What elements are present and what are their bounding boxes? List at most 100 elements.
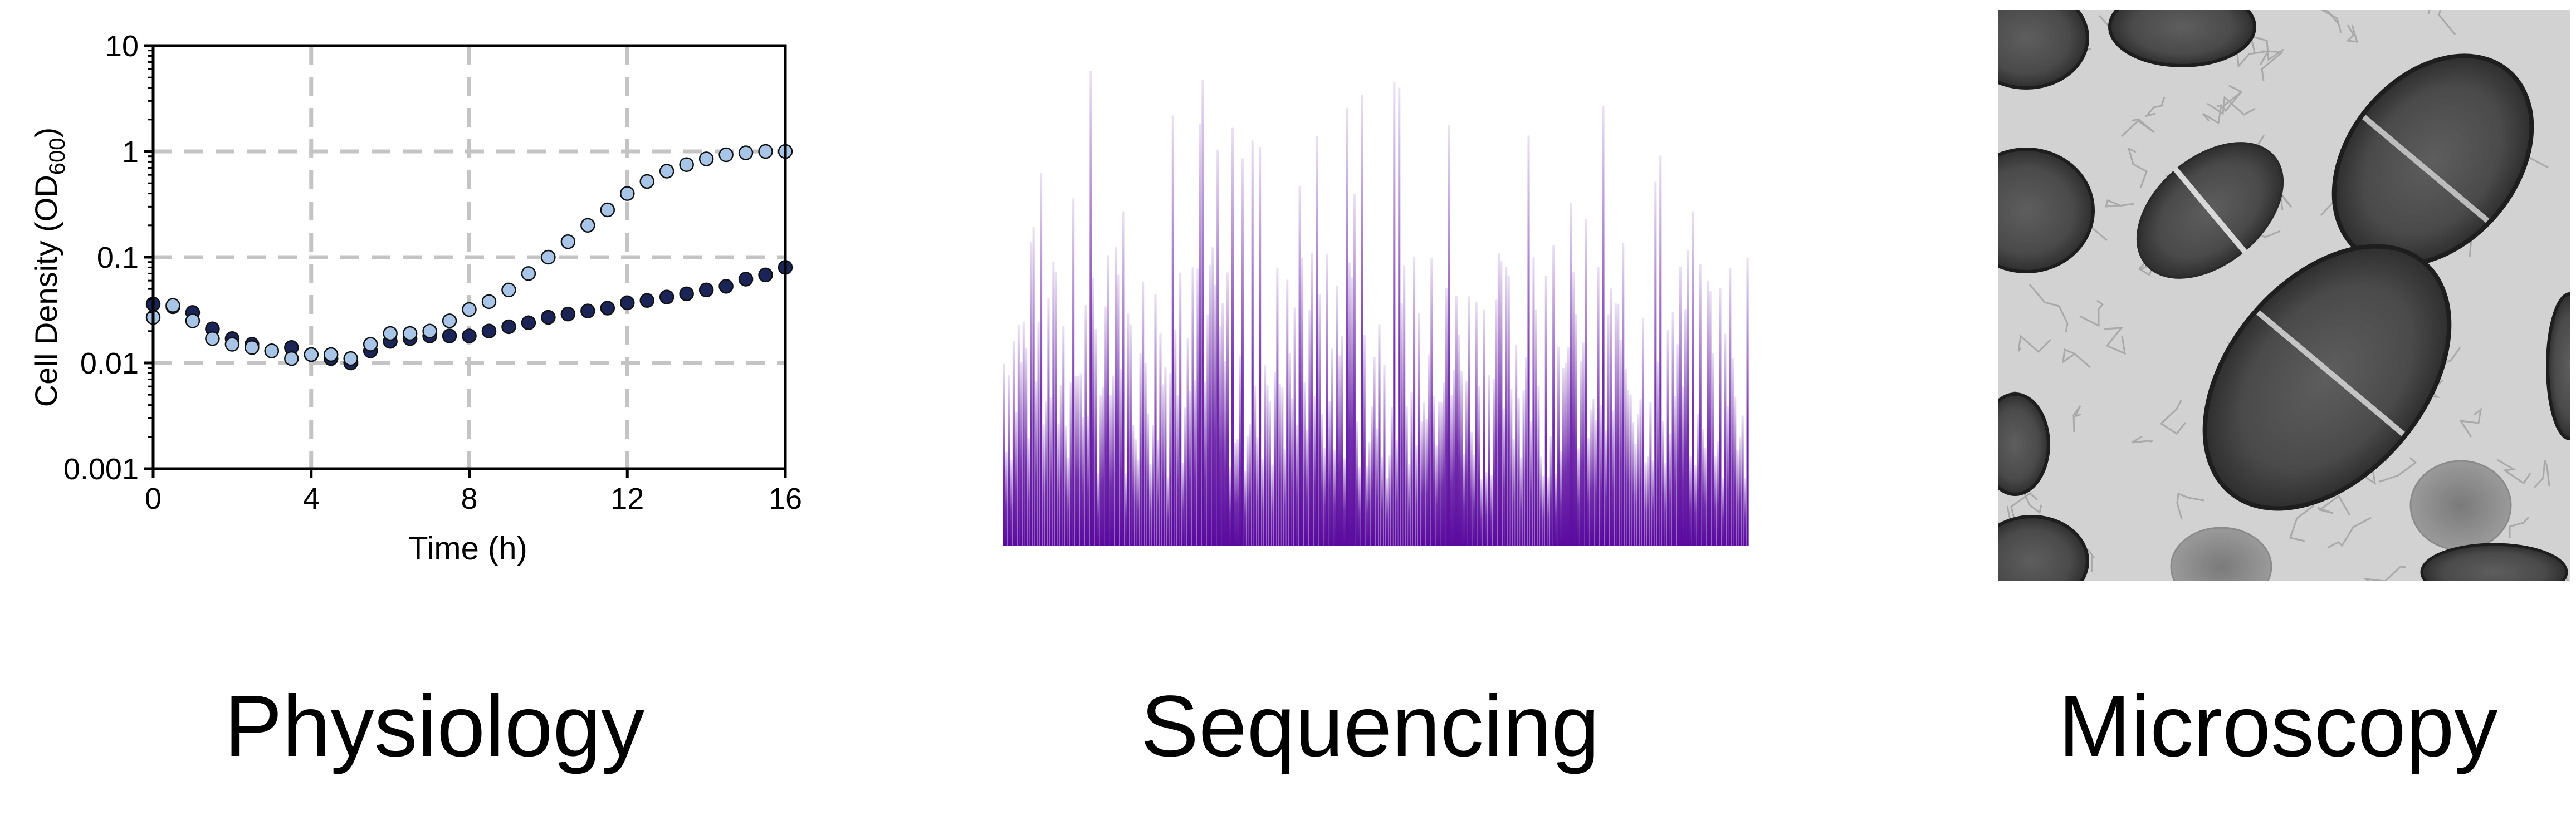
microscopy-svg bbox=[1998, 10, 2570, 581]
coverage-bar bbox=[1321, 414, 1323, 546]
coverage-bar bbox=[1074, 376, 1077, 546]
coverage-bar bbox=[1361, 95, 1363, 546]
coverage-bar bbox=[1527, 135, 1530, 546]
coverage-bar bbox=[1303, 382, 1306, 546]
coverage-bar bbox=[1010, 460, 1013, 546]
coverage-bar bbox=[1152, 425, 1155, 546]
coverage-bar bbox=[1468, 296, 1470, 546]
membrane-fragment bbox=[2062, 348, 2091, 369]
y-tick-label: 1 bbox=[122, 135, 139, 169]
data-point-series-2 bbox=[501, 282, 516, 298]
coverage-bar bbox=[1408, 464, 1411, 546]
data-point-series-1 bbox=[659, 289, 674, 304]
coverage-bar bbox=[1529, 420, 1533, 546]
growth-curve-chart: 0 4 8 12 16 0.001 0.01 0.1 1 10 Time (h) Cell Den… bbox=[0, 0, 824, 601]
coverage-bar bbox=[1746, 258, 1749, 546]
y-axis-label-subscript: 600 bbox=[45, 137, 70, 175]
coverage-bar bbox=[1179, 272, 1182, 546]
y-tick-label: 0.1 bbox=[97, 241, 139, 274]
coverage-bar bbox=[1169, 373, 1172, 546]
coverage-bar bbox=[1012, 341, 1015, 546]
coverage-bar bbox=[1159, 332, 1162, 546]
coverage-bar bbox=[1351, 277, 1353, 546]
coverage-bar bbox=[1712, 353, 1714, 546]
cell-bottom-left bbox=[1998, 515, 2089, 581]
coverage-bar bbox=[1430, 258, 1433, 546]
coverage-bar bbox=[1413, 257, 1416, 546]
sequencing-coverage-plot bbox=[1003, 45, 1749, 562]
coverage-bar bbox=[1057, 423, 1060, 546]
membrane-fragment bbox=[2104, 199, 2135, 208]
coverage-bar bbox=[1264, 365, 1267, 546]
coverage-bar bbox=[1627, 390, 1630, 546]
membrane-fragment bbox=[2159, 400, 2187, 435]
coverage-bar bbox=[1549, 436, 1552, 546]
dividing-cell-center bbox=[2202, 244, 2452, 511]
coverage-bar bbox=[1587, 438, 1590, 546]
coverage-bar bbox=[1097, 473, 1099, 546]
coverage-bar bbox=[1107, 255, 1109, 546]
y-tick-label: 0.001 bbox=[63, 453, 139, 486]
coverage-bar bbox=[1497, 253, 1500, 546]
x-tick-label: 4 bbox=[303, 482, 320, 515]
data-point-series-2 bbox=[264, 343, 280, 358]
coverage-bar bbox=[1505, 267, 1508, 546]
coverage-bar bbox=[1405, 406, 1408, 546]
data-point-series-2 bbox=[698, 151, 714, 166]
coverage-bar bbox=[1656, 361, 1659, 546]
coverage-bar bbox=[1308, 309, 1311, 546]
data-point-series-1 bbox=[718, 279, 734, 294]
coverage-bar bbox=[1020, 362, 1023, 546]
coverage-bar bbox=[1348, 262, 1351, 546]
membrane-fragment bbox=[2345, 24, 2359, 43]
coverage-bar bbox=[1156, 440, 1160, 546]
coverage-bar bbox=[1455, 296, 1458, 546]
coverage-bar bbox=[1082, 417, 1085, 546]
coverage-bar bbox=[1037, 321, 1040, 546]
coverage-bar bbox=[1512, 439, 1515, 546]
coverage-bar bbox=[1517, 398, 1520, 546]
membrane-fragment bbox=[2144, 96, 2166, 117]
coverage-bar bbox=[1679, 267, 1682, 546]
caption-physiology: Physiology bbox=[224, 678, 645, 775]
coverage-bar bbox=[1077, 376, 1080, 546]
membrane-fragment bbox=[2497, 459, 2531, 485]
coverage-bar bbox=[1741, 415, 1744, 546]
coverage-bar bbox=[1211, 247, 1214, 546]
coverage-bar bbox=[1438, 401, 1440, 546]
membrane-fragment bbox=[2289, 504, 2315, 542]
coverage-bar bbox=[1154, 294, 1157, 546]
coverage-bar bbox=[1112, 375, 1115, 546]
data-point-series-2 bbox=[284, 351, 299, 366]
coverage-bar bbox=[1687, 249, 1689, 546]
coverage-bar bbox=[1229, 466, 1231, 546]
coverage-bar bbox=[1005, 451, 1008, 546]
coverage-bar bbox=[1689, 456, 1692, 546]
coverage-bar bbox=[1577, 448, 1580, 546]
data-point-series-2 bbox=[718, 147, 734, 163]
coverage-bar bbox=[1261, 459, 1264, 546]
membrane-fragment bbox=[2236, 50, 2270, 68]
coverage-bar bbox=[1520, 457, 1523, 546]
coverage-bar bbox=[1417, 313, 1421, 546]
data-point-series-1 bbox=[620, 295, 635, 311]
coverage-bar bbox=[1532, 257, 1535, 546]
membrane-fragment bbox=[2202, 104, 2222, 125]
data-point-series-1 bbox=[738, 272, 754, 287]
coverage-bar bbox=[1565, 363, 1567, 546]
coverage-bar bbox=[1259, 147, 1262, 546]
coverage-bar bbox=[1373, 356, 1376, 546]
x-tick-label: 8 bbox=[461, 482, 477, 515]
coverage-bar bbox=[1619, 340, 1622, 546]
coverage-bar bbox=[1254, 386, 1257, 546]
coverage-bar bbox=[1059, 385, 1062, 546]
coverage-bar bbox=[1181, 463, 1184, 546]
coverage-bar bbox=[1224, 361, 1226, 546]
coverage-bar bbox=[1109, 394, 1112, 546]
data-point-series-2 bbox=[462, 302, 477, 317]
caption-sequencing: Sequencing bbox=[1140, 678, 1600, 775]
coverage-bar bbox=[1624, 369, 1627, 546]
coverage-bar bbox=[1465, 380, 1468, 546]
data-point-series-1 bbox=[501, 319, 516, 335]
coverage-bar bbox=[1214, 284, 1216, 546]
